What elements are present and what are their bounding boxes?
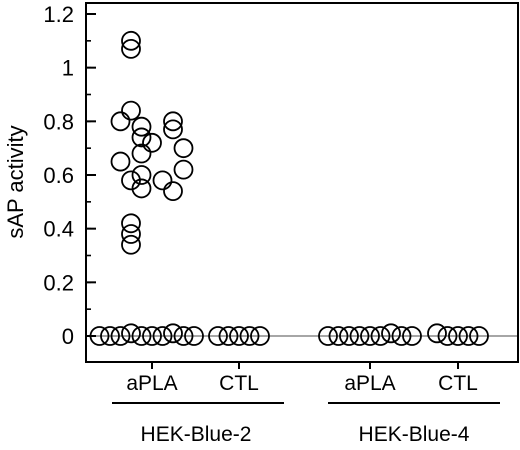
data-point [339, 326, 359, 346]
category-label: aPLA [344, 372, 395, 395]
data-point [121, 38, 141, 59]
data-point [173, 159, 194, 180]
data-point [152, 326, 173, 346]
data-point [458, 326, 479, 346]
data-point [110, 111, 131, 132]
category-label: aPLA [126, 372, 177, 395]
data-point [208, 326, 228, 346]
data-point [121, 224, 141, 244]
data-point [360, 326, 380, 346]
data-point [349, 326, 370, 346]
data-point [131, 326, 152, 346]
x-axis: aPLA CTL HEK-Blue-2 aPLA CTL HEK-Blue-4 [112, 362, 500, 446]
data-point [121, 323, 141, 344]
data-point [89, 326, 110, 346]
data-point [131, 127, 152, 148]
y-tick-label: 0 [62, 324, 74, 349]
data-point [131, 116, 152, 137]
data-point [163, 111, 183, 132]
y-tick-label: 0.2 [43, 270, 74, 295]
data-point [121, 100, 141, 121]
data-point [173, 138, 194, 159]
category-label: CTL [219, 372, 259, 395]
y-tick-label: 0.8 [43, 109, 74, 134]
data-point [328, 326, 349, 346]
data-point [163, 181, 183, 202]
y-tick-label: 0.6 [43, 163, 74, 188]
group-label: HEK-Blue-2 [141, 423, 252, 446]
data-point [121, 213, 141, 234]
data-point [131, 178, 152, 199]
y-tick-label: 1 [62, 56, 74, 81]
data-point [142, 326, 162, 346]
plot-frame [85, 2, 519, 363]
data-point [142, 132, 162, 153]
data-point [391, 326, 412, 346]
y-axis-title: sAP activity [3, 125, 28, 238]
data-point [152, 170, 173, 191]
y-axis: 0 0.2 0.4 0.6 0.8 1 1.2 [43, 2, 96, 349]
data-point [163, 119, 183, 140]
data-point [427, 323, 447, 344]
data-point [239, 326, 260, 346]
data-point [469, 326, 489, 346]
data-point [131, 143, 152, 164]
data-point [173, 326, 194, 346]
data-point [381, 323, 401, 344]
data-point [218, 326, 239, 346]
group-label: HEK-Blue-4 [359, 423, 470, 446]
data-point [184, 326, 204, 346]
y-tick-label: 0.4 [43, 217, 74, 242]
y-tick-label: 1.2 [43, 2, 74, 27]
data-point [250, 326, 270, 346]
data-point [100, 326, 120, 346]
data-point [229, 326, 249, 346]
data-point [110, 151, 131, 172]
data-point [318, 326, 338, 346]
data-points [89, 30, 489, 346]
data-point [163, 323, 183, 344]
data-point [437, 326, 458, 346]
data-point [121, 234, 141, 255]
data-point [110, 326, 131, 346]
category-label: CTL [438, 372, 478, 395]
data-point [402, 326, 422, 346]
data-point [131, 165, 152, 185]
data-point [121, 30, 141, 51]
data-point [448, 326, 468, 346]
data-point [370, 326, 391, 346]
